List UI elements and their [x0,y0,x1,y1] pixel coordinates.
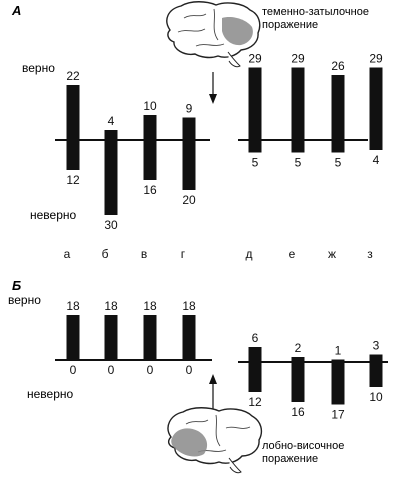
bar-incorrect-a-6 [331,140,345,153]
value-label-correct-b-2: 18 [143,299,157,313]
panel-a-correct-label: верно [22,61,55,75]
value-label-correct-b-1: 18 [104,299,118,313]
panel-a-category-labels: а б в г д е ж з [64,247,374,261]
bar-incorrect-a-7 [369,140,383,150]
value-label-correct-b-4: 6 [252,331,259,345]
bar-correct-a-4 [248,67,262,140]
bar-incorrect-b-5 [291,362,305,402]
bar-correct-a-0 [66,85,80,140]
value-label-correct-a-6: 26 [331,59,345,73]
value-label-incorrect-b-0: 0 [70,363,77,377]
brain-icon [166,1,261,68]
panel-b-lesion-caption-line1: лобно-височное [262,440,344,452]
value-label-correct-a-4: 29 [248,52,262,66]
value-label-incorrect-b-6: 17 [331,408,345,422]
bar-incorrect-a-1 [104,140,118,215]
value-label-incorrect-b-3: 0 [186,363,193,377]
bar-correct-a-7 [369,67,383,140]
bar-correct-a-6 [331,75,345,140]
value-label-incorrect-a-4: 5 [252,156,259,170]
panel-a-label: А [11,3,21,18]
lesion-area [171,428,208,457]
value-label-incorrect-a-3: 20 [182,193,196,207]
bar-correct-b-1 [104,315,118,360]
value-label-correct-a-3: 9 [186,102,193,116]
value-label-incorrect-a-2: 16 [143,183,157,197]
bar-incorrect-a-3 [182,140,196,190]
bar-correct-a-1 [104,130,118,140]
panel-b-value-labels: 18 0 18 0 18 0 18 0 6 12 2 16 1 17 3 10 [66,299,383,422]
bar-correct-b-6 [331,359,345,362]
bar-correct-a-2 [143,115,157,140]
value-label-correct-a-1: 4 [108,114,115,128]
panel-a-value-labels: 22 12 4 30 10 16 9 20 29 5 29 5 26 5 29 4 [66,52,383,233]
bar-correct-b-4 [248,347,262,362]
panel-b-lesion-caption-line2: поражение [262,453,318,465]
panel-b-bars [66,315,383,405]
panel-a-lesion-caption-line2: поражение [262,19,318,31]
category-label-a-6: ж [328,247,336,261]
bar-correct-a-3 [182,117,196,140]
panel-b-incorrect-label: неверно [27,387,74,401]
arrow-up-icon [209,374,217,412]
category-label-a-2: в [141,247,147,261]
bar-incorrect-a-2 [143,140,157,180]
value-label-correct-a-5: 29 [291,52,305,66]
value-label-incorrect-a-0: 12 [66,173,80,187]
bar-correct-b-0 [66,315,80,360]
category-label-a-1: б [102,247,109,261]
value-label-correct-b-5: 2 [295,341,302,355]
value-label-incorrect-b-1: 0 [108,363,115,377]
bar-correct-b-5 [291,357,305,362]
value-label-correct-b-6: 1 [335,344,342,358]
bar-incorrect-a-4 [248,140,262,153]
category-label-a-0: а [64,247,71,261]
bar-incorrect-b-4 [248,362,262,392]
value-label-correct-a-2: 10 [143,99,157,113]
panel-a-incorrect-label: неверно [30,208,77,222]
brain-icon [167,407,263,474]
value-label-incorrect-b-7: 10 [369,390,383,404]
panel-a-bars [66,67,383,215]
bar-correct-b-7 [369,354,383,362]
value-label-incorrect-a-6: 5 [335,156,342,170]
value-label-correct-a-7: 29 [369,52,383,66]
panel-b-label: Б [12,278,21,293]
value-label-incorrect-b-5: 16 [291,405,305,419]
bar-correct-a-5 [291,67,305,140]
value-label-correct-b-0: 18 [66,299,80,313]
value-label-incorrect-a-1: 30 [104,218,118,232]
value-label-correct-b-7: 3 [373,339,380,353]
category-label-a-3: г [181,247,186,261]
value-label-incorrect-a-7: 4 [373,153,380,167]
bar-incorrect-a-5 [291,140,305,153]
bar-correct-b-2 [143,315,157,360]
value-label-correct-b-3: 18 [182,299,196,313]
bar-incorrect-a-0 [66,140,80,170]
lesion-area [222,17,253,46]
category-label-a-4: д [245,247,252,261]
value-label-incorrect-b-4: 12 [248,395,262,409]
panel-a-lesion-caption-line1: теменно-затылочное [262,6,369,18]
bar-incorrect-b-6 [331,362,345,405]
panel-b-correct-label: верно [8,293,41,307]
bar-correct-b-3 [182,315,196,360]
value-label-incorrect-b-2: 0 [147,363,154,377]
value-label-correct-a-0: 22 [66,69,80,83]
bar-incorrect-b-7 [369,362,383,387]
category-label-a-5: е [289,247,296,261]
arrow-down-icon [209,72,217,104]
category-label-a-7: з [367,247,373,261]
value-label-incorrect-a-5: 5 [295,156,302,170]
